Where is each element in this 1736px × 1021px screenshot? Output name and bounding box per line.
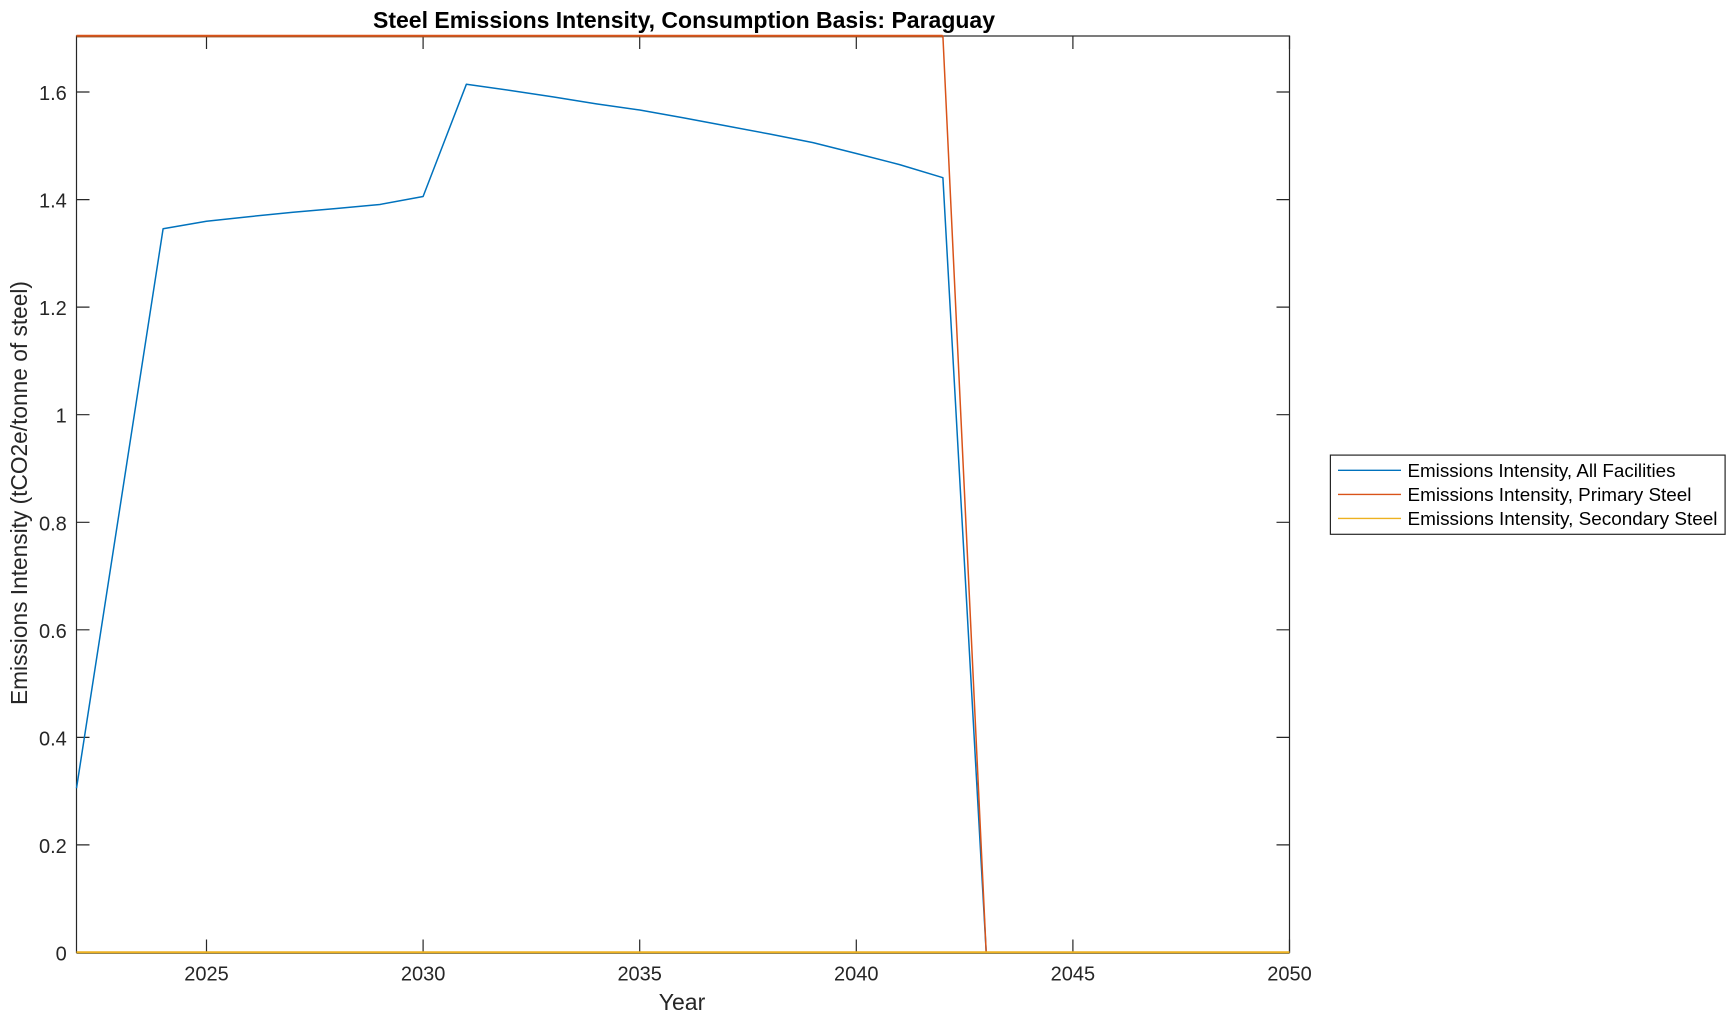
svg-text:2035: 2035: [617, 964, 662, 986]
svg-text:2040: 2040: [834, 964, 879, 986]
svg-text:Emissions Intensity, Secondary: Emissions Intensity, Secondary Steel: [1408, 508, 1718, 529]
svg-text:Year: Year: [659, 989, 706, 1015]
svg-text:0: 0: [56, 944, 67, 966]
svg-text:Emissions Intensity, All Facil: Emissions Intensity, All Facilities: [1408, 460, 1676, 481]
svg-text:Steel Emissions Intensity, Con: Steel Emissions Intensity, Consumption B…: [373, 7, 995, 33]
svg-text:0.8: 0.8: [39, 513, 67, 535]
svg-text:1: 1: [56, 406, 67, 428]
svg-text:2030: 2030: [401, 964, 446, 986]
svg-text:1.2: 1.2: [39, 298, 67, 320]
svg-text:0.4: 0.4: [39, 728, 67, 750]
svg-text:1.6: 1.6: [39, 83, 67, 105]
svg-text:0.2: 0.2: [39, 836, 67, 858]
svg-text:0.6: 0.6: [39, 621, 67, 643]
svg-text:2025: 2025: [184, 964, 229, 986]
svg-text:1.4: 1.4: [39, 191, 67, 213]
svg-text:Emissions Intensity, Primary S: Emissions Intensity, Primary Steel: [1408, 484, 1692, 505]
svg-text:2050: 2050: [1267, 964, 1312, 986]
svg-text:Emissions Intensity (tCO2e/ton: Emissions Intensity (tCO2e/tonne of stee…: [6, 281, 32, 705]
svg-text:2045: 2045: [1051, 964, 1096, 986]
